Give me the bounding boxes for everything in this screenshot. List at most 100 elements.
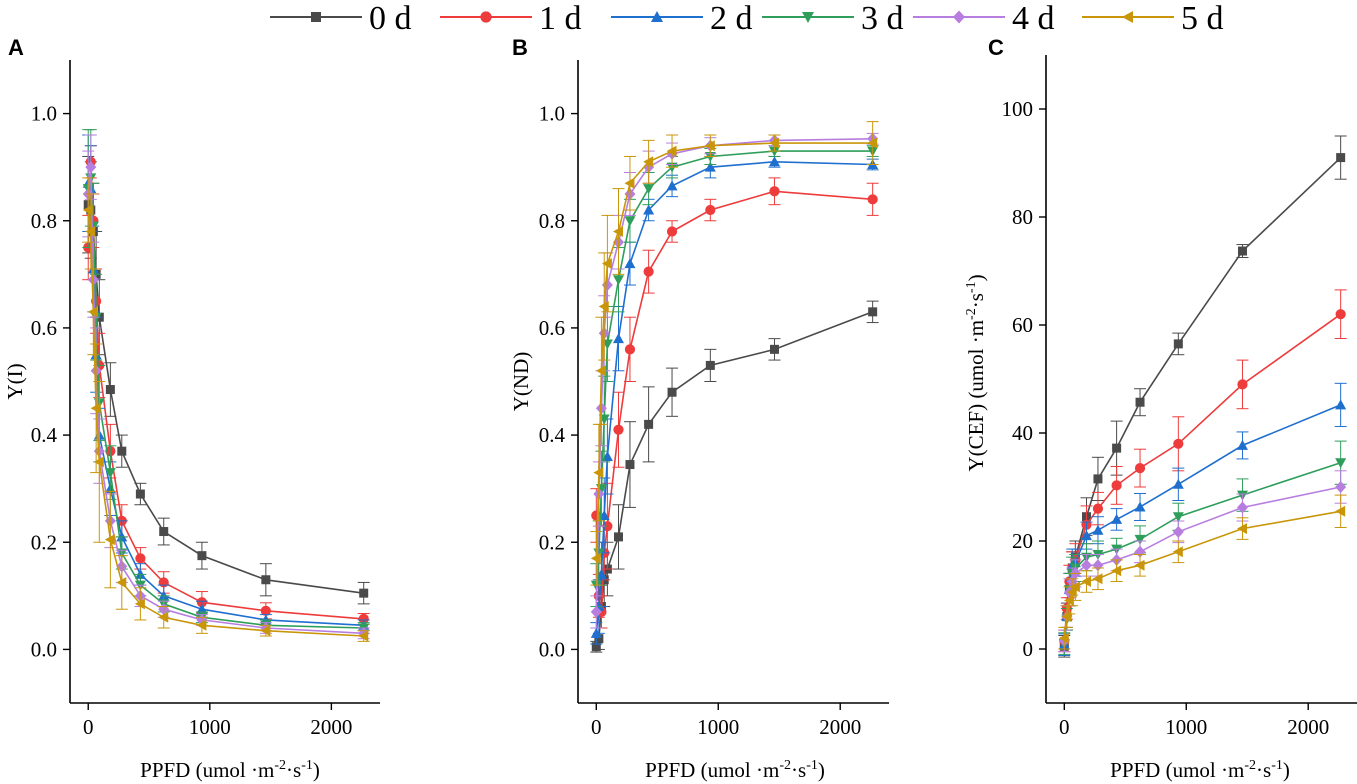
data-point <box>134 598 145 610</box>
x-tick-label: 2000 <box>819 715 861 739</box>
y-axis-title-exp: -1 <box>964 281 979 293</box>
x-axis-title-unit: ·m <box>1216 758 1245 782</box>
data-point <box>1236 523 1247 535</box>
legend-item: 2 d <box>611 0 753 37</box>
series-line <box>595 150 873 586</box>
x-tick-label: 1000 <box>697 715 739 739</box>
data-point <box>1172 546 1183 558</box>
series-3 <box>590 145 879 608</box>
y-axis-title-unit: ·s <box>964 293 988 308</box>
x-axis-title-unit: ·s <box>791 758 806 782</box>
data-point <box>644 419 654 429</box>
data-point <box>612 275 624 286</box>
legend-item: 5 d <box>1082 0 1224 37</box>
data-point <box>666 226 678 237</box>
data-point <box>590 627 602 638</box>
y-axis-title-unit: ·m <box>964 320 988 349</box>
data-point <box>624 216 636 227</box>
series-5 <box>590 121 879 586</box>
data-point <box>358 630 369 642</box>
x-axis-title-exp: -2 <box>274 758 286 773</box>
data-point <box>1069 581 1080 593</box>
data-point <box>867 194 878 205</box>
y-tick-label: 0.6 <box>31 316 57 340</box>
data-point <box>85 161 97 174</box>
data-point <box>359 588 369 598</box>
data-point <box>1236 501 1248 514</box>
data-point <box>667 387 677 397</box>
data-point <box>769 344 779 354</box>
x-axis-title-unit: ·s <box>1256 758 1271 782</box>
data-point <box>197 551 207 561</box>
y-axis-title-main: Y(I) <box>3 363 27 399</box>
series-line <box>595 311 873 647</box>
data-point <box>768 137 779 149</box>
data-point <box>613 532 623 542</box>
legend-label: 1 d <box>539 0 582 37</box>
data-point <box>1237 379 1248 390</box>
panel-letter: B <box>512 35 528 60</box>
data-point <box>1236 439 1248 450</box>
data-point <box>590 552 601 564</box>
panel-b: B 0.0 0.2 0.4 0.6 0.8 1.0 0 1000 2000 PPFD (umol ·… <box>509 35 889 782</box>
data-point <box>135 489 145 499</box>
y-tick-label: 0.8 <box>539 209 565 233</box>
data-point <box>612 333 624 344</box>
y-tick-label: 0.2 <box>539 530 565 554</box>
series-line <box>1063 461 1341 644</box>
legend-label: 0 d <box>369 0 412 37</box>
x-axis-title-exp: -2 <box>1244 758 1256 773</box>
data-point <box>104 468 116 479</box>
data-point <box>613 424 624 435</box>
data-point <box>643 156 654 168</box>
y-axis-title: Y(ND) <box>509 352 533 411</box>
x-tick-label: 0 <box>591 715 602 739</box>
data-point <box>643 184 655 195</box>
x-tick-label: 2000 <box>310 715 352 739</box>
y-tick-label: 0.8 <box>31 209 57 233</box>
data-point <box>868 307 878 317</box>
legend-marker <box>802 12 814 23</box>
y-tick-label: 60 <box>1012 313 1033 337</box>
series-line <box>87 209 364 637</box>
series-1 <box>82 145 370 625</box>
x-tick-label: 0 <box>83 715 94 739</box>
y-tick-label: 20 <box>1012 529 1033 553</box>
y-tick-label: 0.4 <box>31 423 58 447</box>
legend-label: 3 d <box>861 0 904 37</box>
data-point <box>261 575 271 585</box>
x-axis-title: PPFD (umol ·m-2·s-1) <box>140 758 320 782</box>
data-point <box>1063 594 1074 606</box>
data-point <box>1092 503 1104 514</box>
series-line <box>595 190 873 613</box>
y-tick-label: 0.2 <box>31 530 57 554</box>
series-line <box>1063 510 1341 639</box>
data-point <box>1172 525 1184 538</box>
y-tick-label: 100 <box>1002 97 1034 121</box>
legend-marker <box>1122 11 1133 23</box>
series-5 <box>1058 494 1347 650</box>
x-axis-title-unit: ) <box>818 758 825 782</box>
data-point <box>1092 573 1103 585</box>
data-point <box>1134 559 1145 571</box>
x-axis-title-exp: -1 <box>1271 758 1283 773</box>
data-point <box>116 576 127 588</box>
data-point <box>624 258 636 269</box>
data-point <box>594 634 604 644</box>
series-line <box>87 167 364 635</box>
data-point <box>1237 246 1247 256</box>
data-point <box>769 186 780 197</box>
data-point <box>82 204 93 216</box>
data-point <box>1335 399 1347 410</box>
data-point <box>1112 443 1122 453</box>
y-axis-title: Y(CEF) (umol ·m-2·s-1) <box>964 274 988 471</box>
data-point <box>1335 505 1346 517</box>
x-axis-title: PPFD (umol ·m-2·s-1) <box>645 758 825 782</box>
data-point <box>1134 463 1146 474</box>
data-point <box>643 204 655 215</box>
x-axis-title-unit: ·s <box>286 758 301 782</box>
x-axis-title-exp: -2 <box>779 758 791 773</box>
x-axis-title-unit: ) <box>313 758 320 782</box>
